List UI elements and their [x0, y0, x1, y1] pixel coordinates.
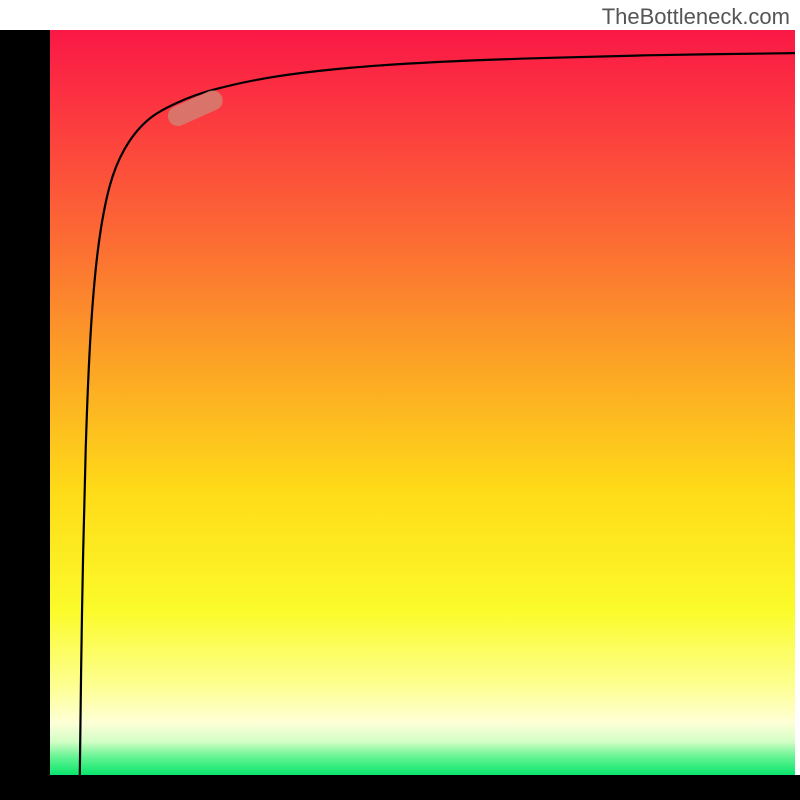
chart-container: TheBottleneck.com — [0, 0, 800, 800]
chart-svg — [0, 0, 800, 800]
watermark-label: TheBottleneck.com — [602, 4, 790, 30]
right-margin — [795, 0, 800, 800]
plot-background — [50, 30, 795, 775]
x-axis-band — [0, 775, 800, 800]
y-axis-band — [0, 30, 50, 800]
top-left-margin — [0, 0, 50, 30]
